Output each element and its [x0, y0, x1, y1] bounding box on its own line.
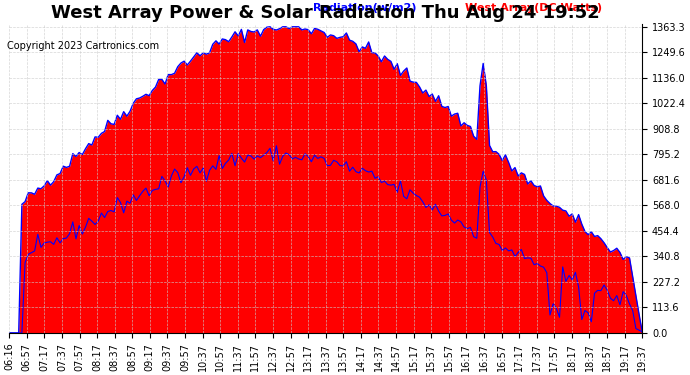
Text: West Array(DC Watts): West Array(DC Watts) — [465, 3, 602, 13]
Text: Copyright 2023 Cartronics.com: Copyright 2023 Cartronics.com — [7, 41, 159, 51]
Title: West Array Power & Solar Radiation Thu Aug 24 19:52: West Array Power & Solar Radiation Thu A… — [51, 4, 600, 22]
Text: Radiation(w/m2): Radiation(w/m2) — [313, 3, 417, 13]
